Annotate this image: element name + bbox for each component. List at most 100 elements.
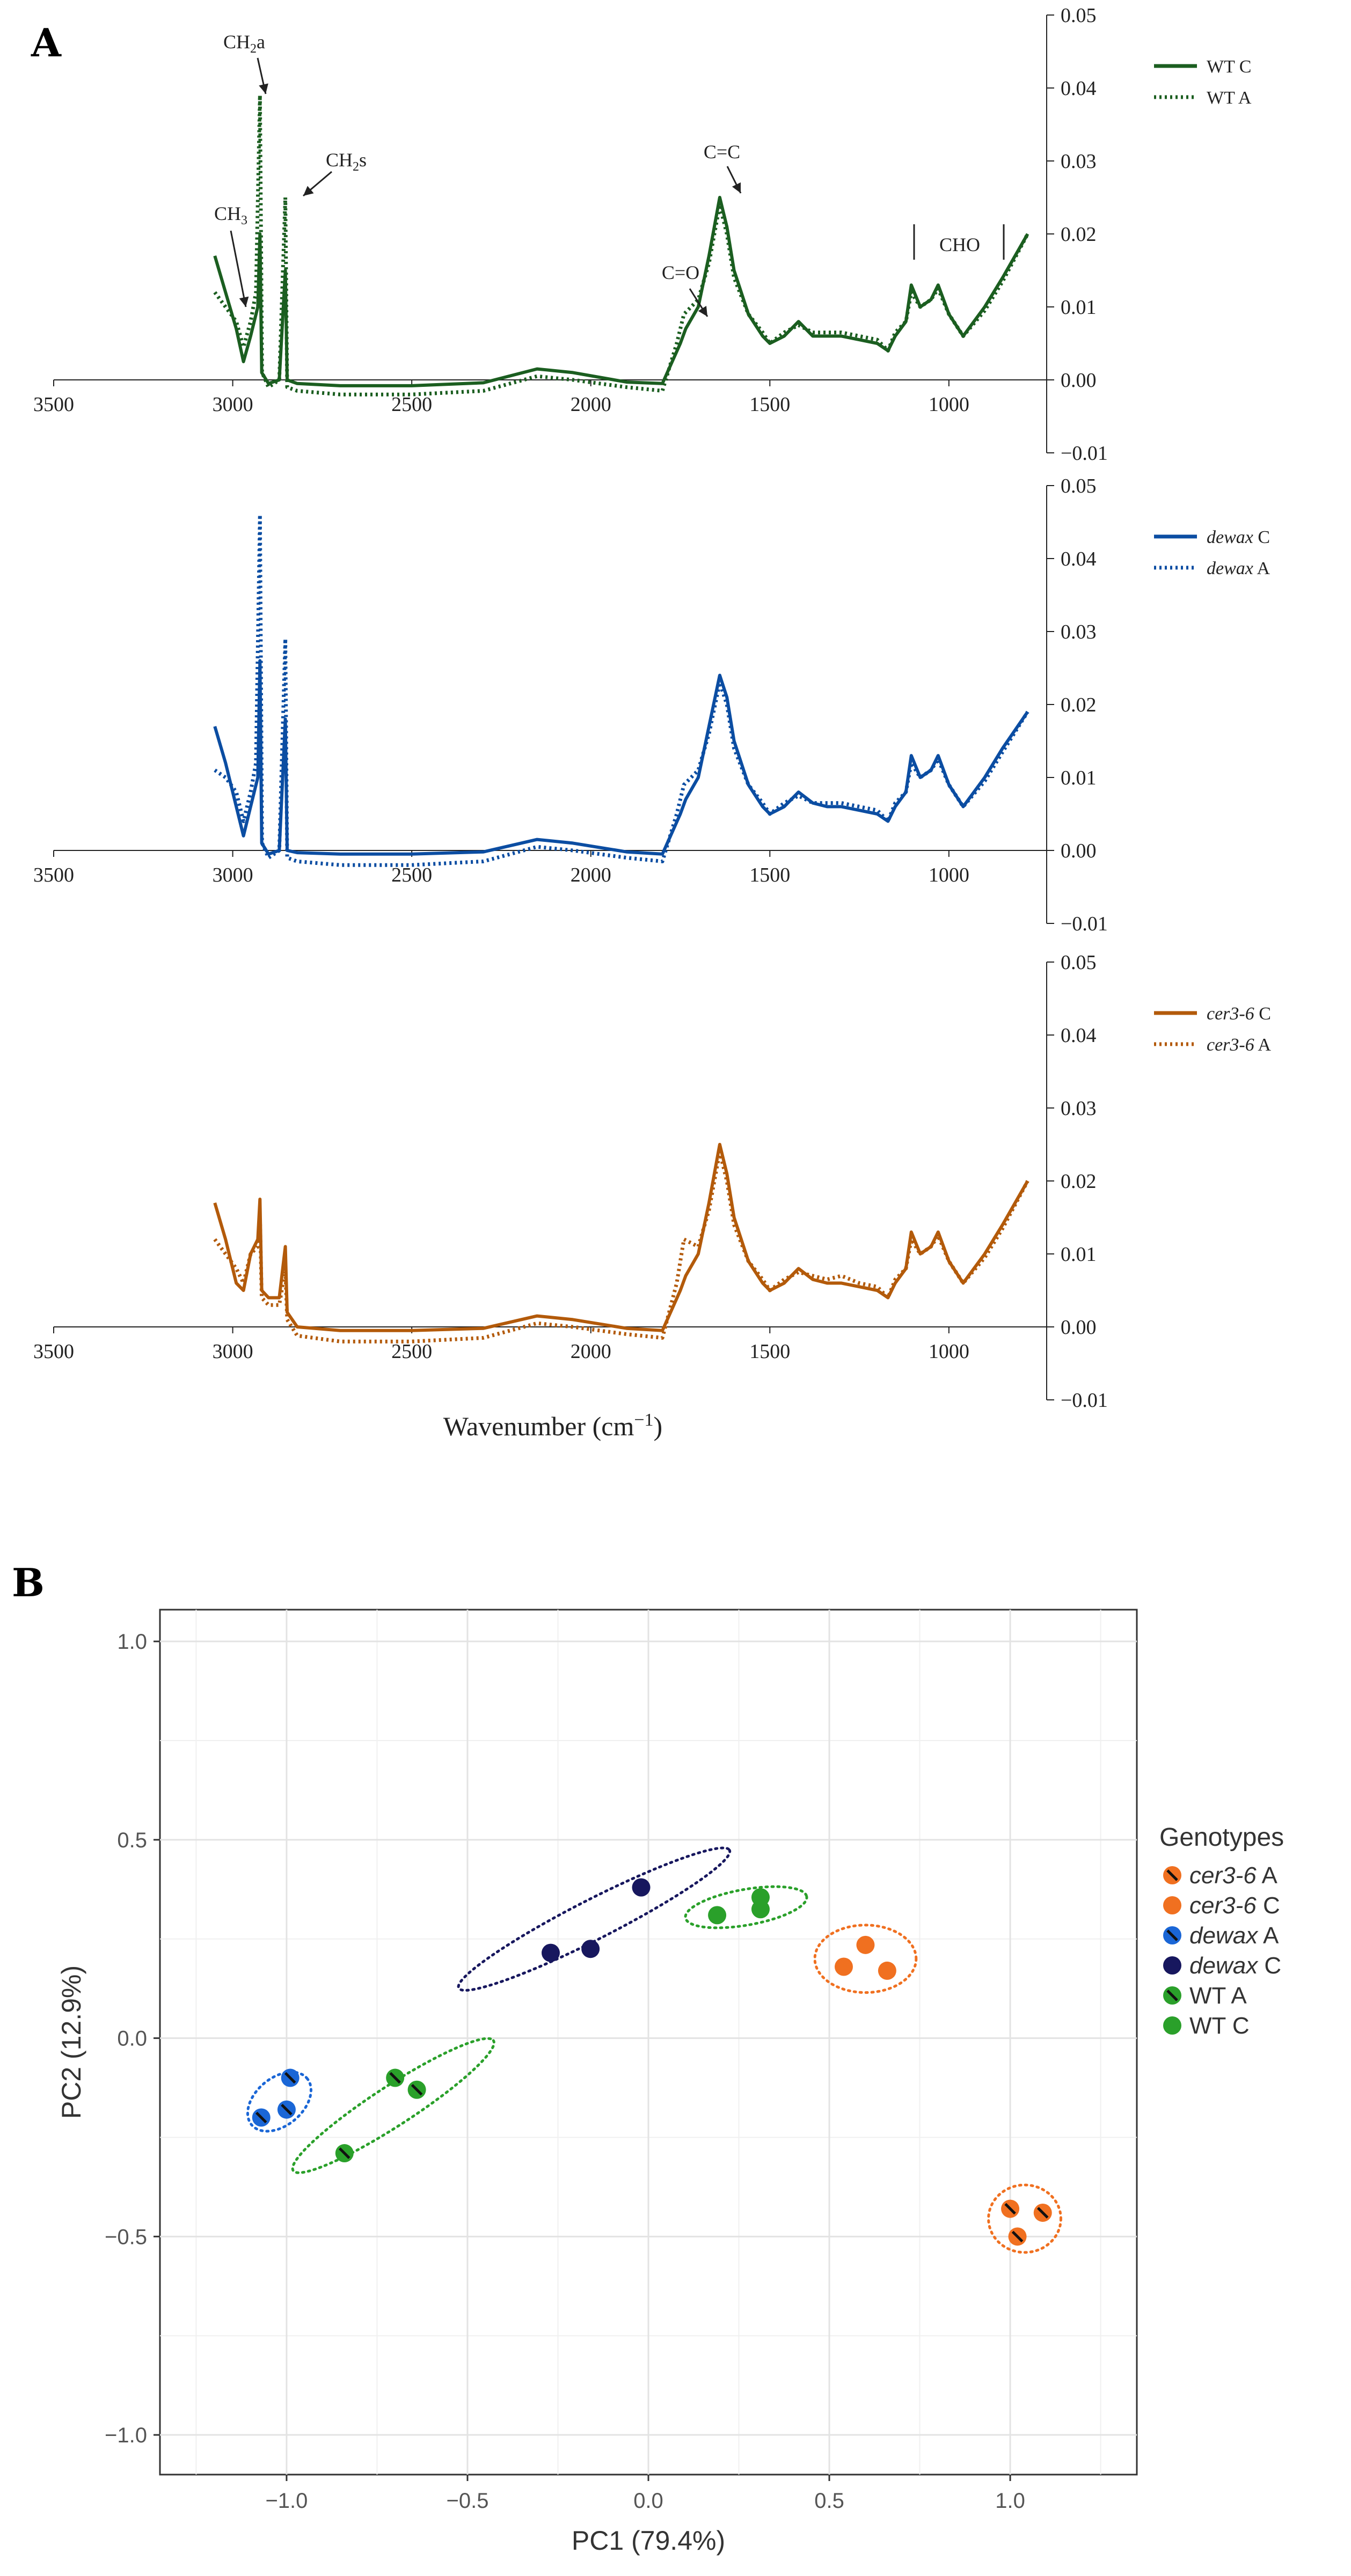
legend-label: dewax A [1207,559,1270,578]
x-tick-label: 2500 [391,1340,432,1363]
legend-italic: cer3-6 [1189,1892,1257,1919]
annotation-co: C=O [662,262,699,283]
ellipse-dewax-A [246,2071,312,2133]
y-tick-label: 0.0 [117,2027,147,2051]
spectrum-line-WT-A [213,93,1029,397]
x-tick-label: −1.0 [265,2489,308,2513]
y-tick-label: 0.05 [1061,4,1097,27]
x-tick-label: 0.5 [814,2489,844,2513]
y-tick-label: −1.0 [105,2424,147,2447]
annotation-ch2s-main: CH [326,149,353,171]
annotation-ch2s-rest: s [359,149,367,171]
legend-rest: C [1258,1953,1281,1979]
y-tick-label: −0.5 [105,2225,147,2249]
y-tick-label: 0.03 [1061,621,1097,643]
point-hatch [255,2111,267,2124]
point-cer3-6-C [835,1957,853,1976]
ellipse-cer3-6-C [813,1924,918,1994]
legend-italic: cer3-6 [1207,1004,1254,1024]
y-tick-label: 0.04 [1061,77,1097,100]
point-hatch [389,2072,401,2084]
point-hatch [1011,2230,1024,2243]
legend-italic: cer3-6 [1207,1035,1254,1055]
spectrum-line-cer3-6-C [213,1143,1029,1332]
x-tick-label: 3000 [213,1340,253,1363]
y-tick-label: −0.01 [1061,1389,1108,1412]
annotation-ch2a-sub: 2 [250,42,257,56]
x-axis-title: PC1 (79.4%) [572,2526,725,2556]
legend-label: cer3-6 A [1189,1862,1278,1889]
y-tick-label: 0.05 [1061,475,1097,497]
ellipse-WT-A [291,2037,495,2174]
annotation-cho: CHO [939,234,980,255]
spectrum-subplot-cer3-6: 3500 3000 2500 2000 1500 1000 0.05 0.04 0.03 0.02… [33,951,1271,1412]
legend-title: Genotypes [1159,1823,1284,1852]
legend-label: WT A [1207,88,1252,108]
legend-rest: C [1257,1892,1280,1919]
legend-rest: C [1253,527,1270,547]
x-axis-title-close: ) [654,1411,663,1441]
annotation-cc: C=C [704,141,740,163]
annotation-ch2a: CH2a [223,31,265,56]
x-axis-title: Wavenumber (cm−1) [443,1410,662,1441]
point-cer3-6-C [856,1935,875,1954]
y-tick-label: 0.02 [1061,1170,1097,1193]
annotation-ch3-sub: 3 [241,214,247,227]
legend-key-dewax-C [1163,1956,1181,1975]
spectrum-line-WT-C [213,196,1029,387]
spectrum-line-dewax-C [213,659,1029,856]
legend-key-hatch [1166,1929,1178,1941]
y-tick-label: 0.01 [1061,1243,1097,1266]
legend-rest: WT A [1189,1983,1247,2009]
x-tick-label: 3500 [33,864,74,886]
x-tick-label: −0.5 [446,2489,488,2513]
legend-label: cer3-6 C [1189,1892,1280,1919]
spectrum-line-dewax-A [214,512,1029,867]
legend-rest: A [1254,1035,1272,1055]
point-dewax-C [542,1943,560,1962]
panel-a-letter: A [31,20,62,65]
point-hatch [284,2072,296,2084]
y-tick-label: −0.01 [1061,442,1108,465]
arrow-ch2a-head [259,83,268,94]
x-tick-label: 1000 [929,393,969,416]
legend-rest: A [1253,559,1270,578]
y-tick-label: 0.01 [1061,296,1097,319]
y-tick-label: 0.05 [1061,951,1097,974]
x-tick-label: 3500 [33,1340,74,1363]
x-tick-label: 2000 [571,1340,611,1363]
y-tick-label: 0.01 [1061,767,1097,789]
spectrum-subplot-dewax: 3500 3000 2500 2000 1500 1000 0.05 0.04 0.03 0.02… [33,475,1270,935]
legend-italic: dewax [1189,1953,1259,1979]
x-tick-label: 0.0 [633,2489,663,2513]
panel-a-spectra: 3500 3000 2500 2000 1500 1000 0.05 0.04 0.03 0.02… [33,4,1271,1441]
legend-label: WT A [1189,1983,1247,2009]
legend-label: dewax C [1189,1953,1281,1979]
y-tick-label: 0.02 [1061,694,1097,716]
arrow-co-head [698,305,707,317]
annotation-ch2s: CH2s [326,149,367,174]
arrow-ch3-head [239,296,249,307]
annotation-ch2a-rest: a [257,31,265,53]
y-tick-label: 0.00 [1061,369,1097,392]
ellipse-WT-C [684,1885,808,1929]
spectrum-subplot-WT: 3500 3000 2500 2000 1500 1000 0.05 0.04 0.03 0.02… [33,4,1252,465]
point-WT-C [708,1906,727,1925]
legend-label: cer3-6 C [1207,1004,1271,1024]
point-dewax-C [632,1878,651,1897]
arrow-ch3 [230,230,247,307]
legend-key-hatch [1166,1869,1178,1881]
arrow-ch2s-head [303,186,314,196]
legend-italic: dewax [1207,559,1253,578]
x-tick-label: 3000 [213,393,253,416]
point-WT-C [751,1900,770,1919]
point-hatch [1004,2203,1016,2215]
x-tick-label: 1000 [929,864,969,886]
legend-rest: A [1258,1922,1279,1949]
annotation-cho-main: CHO [939,234,980,255]
x-tick-label: 3000 [213,864,253,886]
legend-key-cer3-6-C [1163,1896,1181,1914]
legend-rest: WT A [1207,88,1252,108]
legend-label: dewax A [1189,1922,1279,1949]
